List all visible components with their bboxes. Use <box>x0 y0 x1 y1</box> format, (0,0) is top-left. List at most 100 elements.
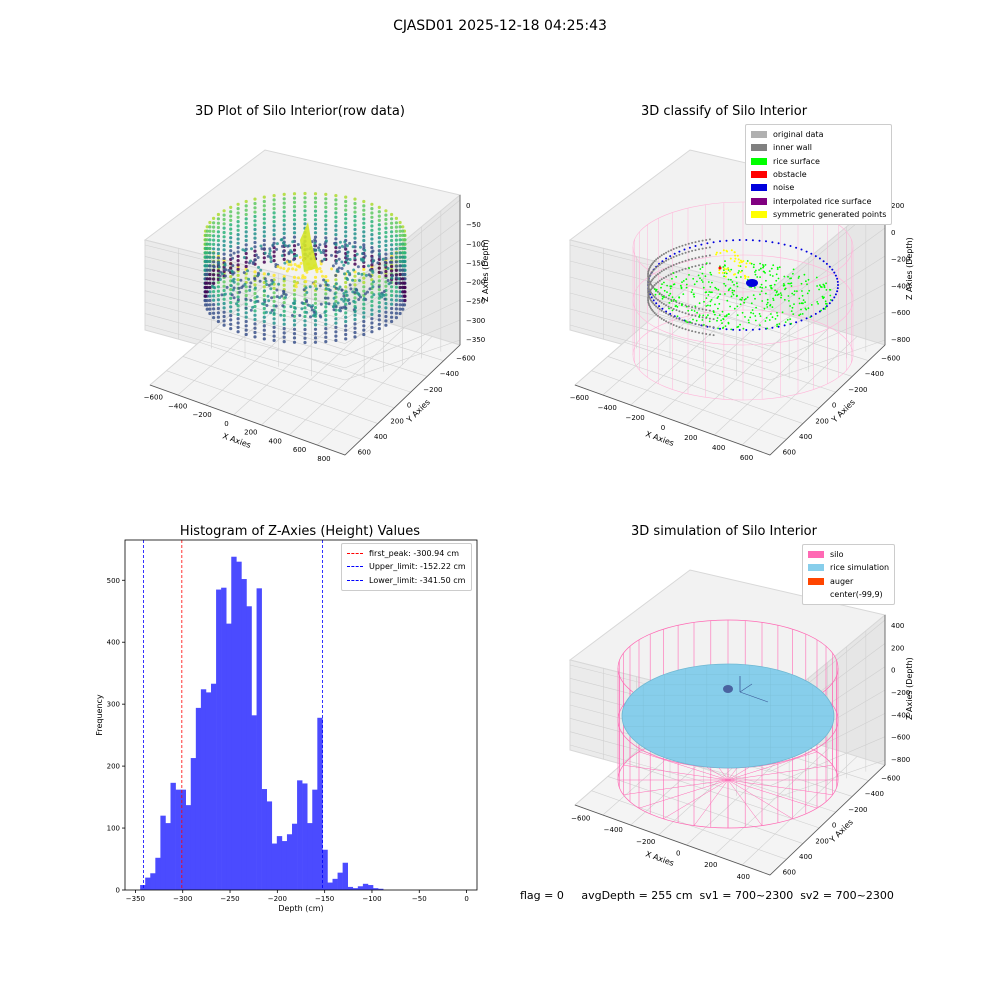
noise-point <box>751 239 754 242</box>
inner-wall-point <box>660 301 663 304</box>
data-point <box>294 285 298 289</box>
rice-surface-point <box>717 288 720 291</box>
y-tick-label: −400 <box>865 370 884 378</box>
rice-surface-point <box>772 297 774 300</box>
data-point <box>377 296 381 300</box>
inner-wall-point <box>655 258 658 261</box>
data-point <box>253 240 257 245</box>
noise-point <box>833 296 836 299</box>
data-point <box>324 227 328 231</box>
data-point <box>376 261 380 265</box>
data-point <box>384 319 388 323</box>
rice-surface-point <box>710 273 713 276</box>
data-point <box>370 256 374 260</box>
data-point <box>264 310 268 314</box>
z-tick-label: −800 <box>891 336 910 344</box>
rice-surface-point <box>740 276 742 278</box>
symmetric-point <box>715 253 718 256</box>
data-point <box>272 338 276 342</box>
data-point <box>282 309 286 313</box>
x-tick-label: −600 <box>570 394 589 402</box>
data-point <box>384 284 388 288</box>
rice-surface-point <box>663 296 665 299</box>
data-point <box>216 247 220 251</box>
data-point <box>344 212 348 217</box>
rice-surface-point <box>758 269 760 271</box>
inner-wall-point <box>691 241 694 244</box>
rice-surface-point <box>696 311 698 314</box>
inner-wall-point <box>694 306 697 309</box>
data-point <box>262 199 266 204</box>
data-point <box>362 208 366 212</box>
data-point <box>334 224 338 228</box>
data-point <box>236 273 240 277</box>
data-point <box>337 250 341 254</box>
rice-surface-point <box>765 279 767 282</box>
data-point <box>343 297 347 301</box>
symmetric-point <box>724 275 727 278</box>
data-point <box>324 331 328 335</box>
inner-wall-point <box>698 323 700 326</box>
rice-surface-point <box>828 288 831 291</box>
data-point <box>317 246 321 250</box>
data-point <box>212 229 216 233</box>
data-point <box>272 202 276 206</box>
data-point <box>249 308 253 312</box>
data-point <box>390 276 394 280</box>
y-tick-label: 600 <box>783 869 796 877</box>
rice-surface-point <box>708 291 711 293</box>
rice-surface-point <box>824 308 826 310</box>
data-point <box>282 292 286 295</box>
legend-swatch-inner-wall <box>751 144 767 152</box>
grid-line <box>591 370 787 440</box>
data-point <box>303 213 307 217</box>
rice-surface-point <box>722 266 725 268</box>
data-point <box>398 285 402 290</box>
noise-point <box>800 248 803 251</box>
silo-spoke <box>727 751 818 781</box>
data-point <box>370 241 374 245</box>
data-point <box>257 265 260 269</box>
inner-wall-point <box>652 302 655 305</box>
rice-surface-point <box>799 313 802 316</box>
data-point <box>322 248 325 252</box>
z-tick-label: −600 <box>891 309 910 317</box>
rice-surface-point <box>759 324 761 326</box>
inner-wall-point <box>660 254 663 257</box>
data-point <box>244 289 248 293</box>
data-point <box>287 267 291 271</box>
data-point <box>203 298 207 303</box>
data-point <box>218 278 222 281</box>
data-point <box>229 301 233 305</box>
rice-surface-point <box>758 313 761 315</box>
rice-surface-point <box>774 318 777 320</box>
data-point <box>282 331 286 335</box>
rice-surface-point <box>705 262 708 264</box>
data-point <box>353 210 357 214</box>
data-point <box>353 283 357 287</box>
data-point <box>282 210 286 214</box>
data-point <box>334 243 338 247</box>
data-point <box>337 308 341 312</box>
y-tick-label: −400 <box>440 370 459 378</box>
symmetric-point <box>727 267 730 270</box>
data-point <box>216 230 220 234</box>
auger-axis <box>739 691 769 703</box>
histogram-bar <box>281 841 288 890</box>
rice-surface-point <box>723 282 725 285</box>
data-point <box>303 314 307 319</box>
inner-wall-point <box>648 267 651 270</box>
inner-wall-point <box>651 263 654 265</box>
data-point <box>402 294 407 298</box>
data-point <box>342 263 346 267</box>
rice-surface-point <box>712 311 715 314</box>
data-point <box>272 237 276 241</box>
data-point <box>236 246 240 250</box>
data-point <box>377 249 381 253</box>
data-point <box>337 257 341 261</box>
data-point <box>401 307 405 311</box>
inner-wall-point <box>708 333 711 336</box>
inner-wall-point <box>660 270 663 273</box>
rice-surface-point <box>709 291 712 294</box>
data-point <box>272 254 276 258</box>
